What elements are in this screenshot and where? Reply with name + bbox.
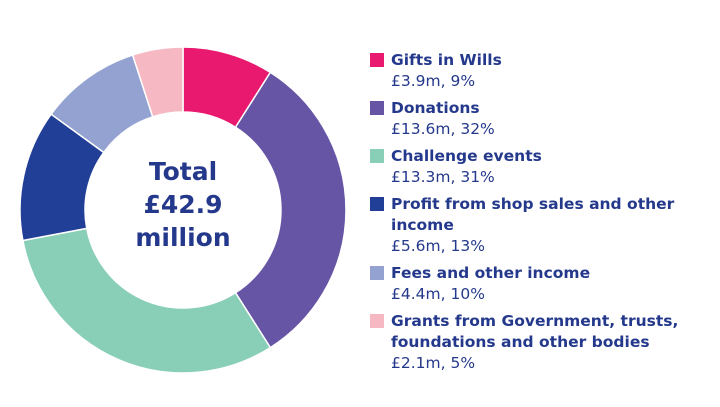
legend-swatch [370, 53, 384, 67]
legend-label: Fees and other income [391, 264, 591, 282]
legend-item: Gifts in Wills £3.9m, 9% [370, 50, 715, 92]
legend-swatch [370, 314, 384, 328]
legend-swatch [370, 266, 384, 280]
donut-chart [19, 46, 347, 374]
legend-item: Donations £13.6m, 32% [370, 98, 715, 140]
donut-slice-1 [234, 71, 347, 349]
legend-value: £2.1m, 5% [391, 354, 476, 372]
legend-label: Grants from Government, trusts, foundati… [391, 312, 679, 351]
legend-label: Challenge events [391, 147, 542, 165]
legend-item: Challenge events £13.3m, 31% [370, 146, 715, 188]
legend-value: £4.4m, 10% [391, 285, 485, 303]
legend-label: Donations [391, 99, 480, 117]
legend-swatch [370, 197, 384, 211]
donut-slice-5 [131, 46, 184, 118]
legend-value: £3.9m, 9% [391, 72, 476, 90]
center-label-line-1: Total [148, 157, 218, 186]
legend-value: £13.3m, 31% [391, 168, 495, 186]
donut-slice-2 [22, 227, 272, 374]
legend-swatch [370, 101, 384, 115]
legend-swatch [370, 149, 384, 163]
donut-center-label: Total £42.9 million [103, 155, 263, 254]
legend-item: Fees and other income £4.4m, 10% [370, 263, 715, 305]
legend-label: Profit from shop sales and other income [391, 195, 675, 234]
legend-value: £13.6m, 32% [391, 120, 495, 138]
legend-item: Profit from shop sales and other income … [370, 194, 715, 257]
center-label-line-3: million [135, 223, 231, 252]
legend-label: Gifts in Wills [391, 51, 502, 69]
legend-value: £5.6m, 13% [391, 237, 485, 255]
center-label-line-2: £42.9 [143, 190, 223, 219]
legend-item: Grants from Government, trusts, foundati… [370, 311, 715, 374]
legend: Gifts in Wills £3.9m, 9% Donations £13.6… [370, 50, 715, 380]
